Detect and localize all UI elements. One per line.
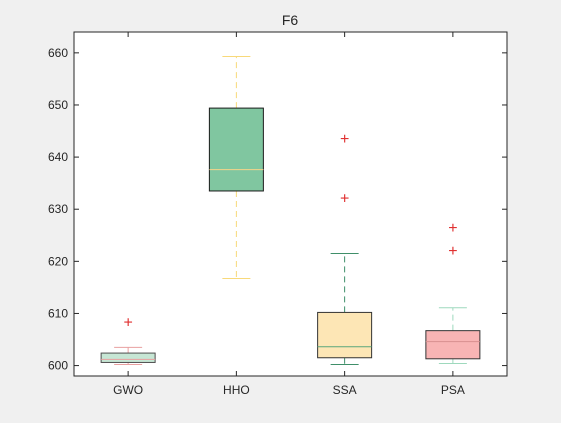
box-group-gwo: +	[100, 314, 156, 366]
xtick-label-gwo: GWO	[113, 383, 143, 397]
xtick-label-hho: HHO	[223, 383, 250, 397]
xtick-label-psa: PSA	[441, 383, 465, 397]
outlier-psa-1: +	[448, 243, 457, 260]
ytick-label-640: 640	[48, 150, 68, 164]
outlier-psa-2: +	[448, 220, 457, 237]
outlier-ssa-1: +	[340, 190, 349, 207]
outlier-ssa-2: +	[340, 131, 349, 148]
ytick-label-620: 620	[48, 254, 68, 268]
box-group-ssa: ++	[317, 131, 373, 366]
box-ssa	[317, 311, 373, 359]
outlier-gwo-1: +	[123, 314, 132, 331]
ytick-label-660: 660	[48, 46, 68, 60]
axes-ticks: 600 610 620 630 640 650 660 GWO HHO SSA PSA	[48, 32, 507, 397]
box-hho	[208, 107, 264, 192]
chart-marks: +++++	[100, 55, 481, 366]
ytick-label-630: 630	[48, 202, 68, 216]
box-group-psa: ++	[425, 220, 481, 364]
chart-title: F6	[282, 12, 299, 28]
ytick-label-610: 610	[48, 306, 68, 320]
box-group-hho	[208, 55, 264, 280]
xtick-label-ssa: SSA	[333, 383, 357, 397]
box-psa	[425, 330, 481, 360]
plot-frame	[73, 31, 508, 377]
plot-area	[74, 32, 507, 376]
ytick-label-650: 650	[48, 98, 68, 112]
box-gwo	[100, 352, 156, 363]
ytick-label-600: 600	[48, 359, 68, 373]
